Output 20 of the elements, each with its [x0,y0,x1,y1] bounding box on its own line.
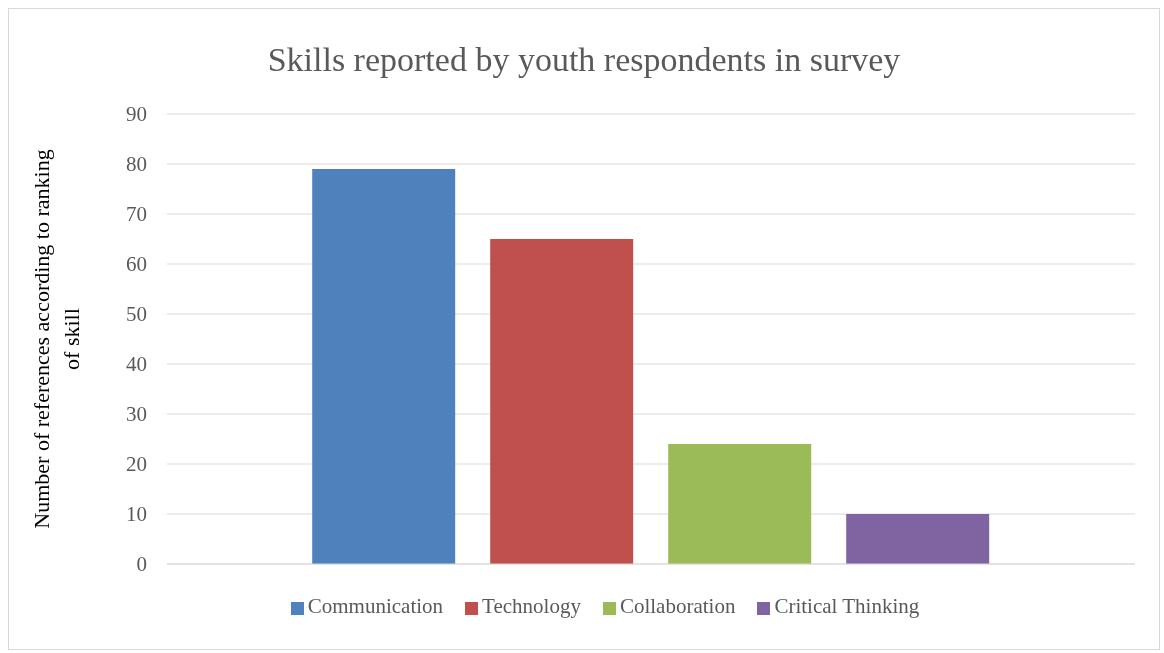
legend-label: Collaboration [619,594,736,618]
legend-label: Technology [482,594,581,618]
bar [668,444,812,564]
y-tick-label: 60 [126,252,147,277]
chart-title: Skills reported by youth respondents in survey [266,41,902,79]
y-tick-label: 70 [126,202,147,227]
y-tick-label: 10 [126,502,147,527]
y-tick-label: 0 [136,552,147,577]
bar [846,514,990,564]
bar [312,169,456,564]
y-tick-label: 40 [126,352,147,377]
legend-label: Critical Thinking [774,594,920,618]
y-axis-title: Number of references according to ranking of skill [28,148,85,531]
bar [490,239,634,564]
y-tick-label: 80 [126,152,147,177]
y-tick-label: 30 [126,402,147,427]
y-tick-label: 50 [126,302,147,327]
y-tick-label: 90 [126,102,147,127]
legend-label: Communication [307,594,444,618]
y-tick-label: 20 [126,452,147,477]
